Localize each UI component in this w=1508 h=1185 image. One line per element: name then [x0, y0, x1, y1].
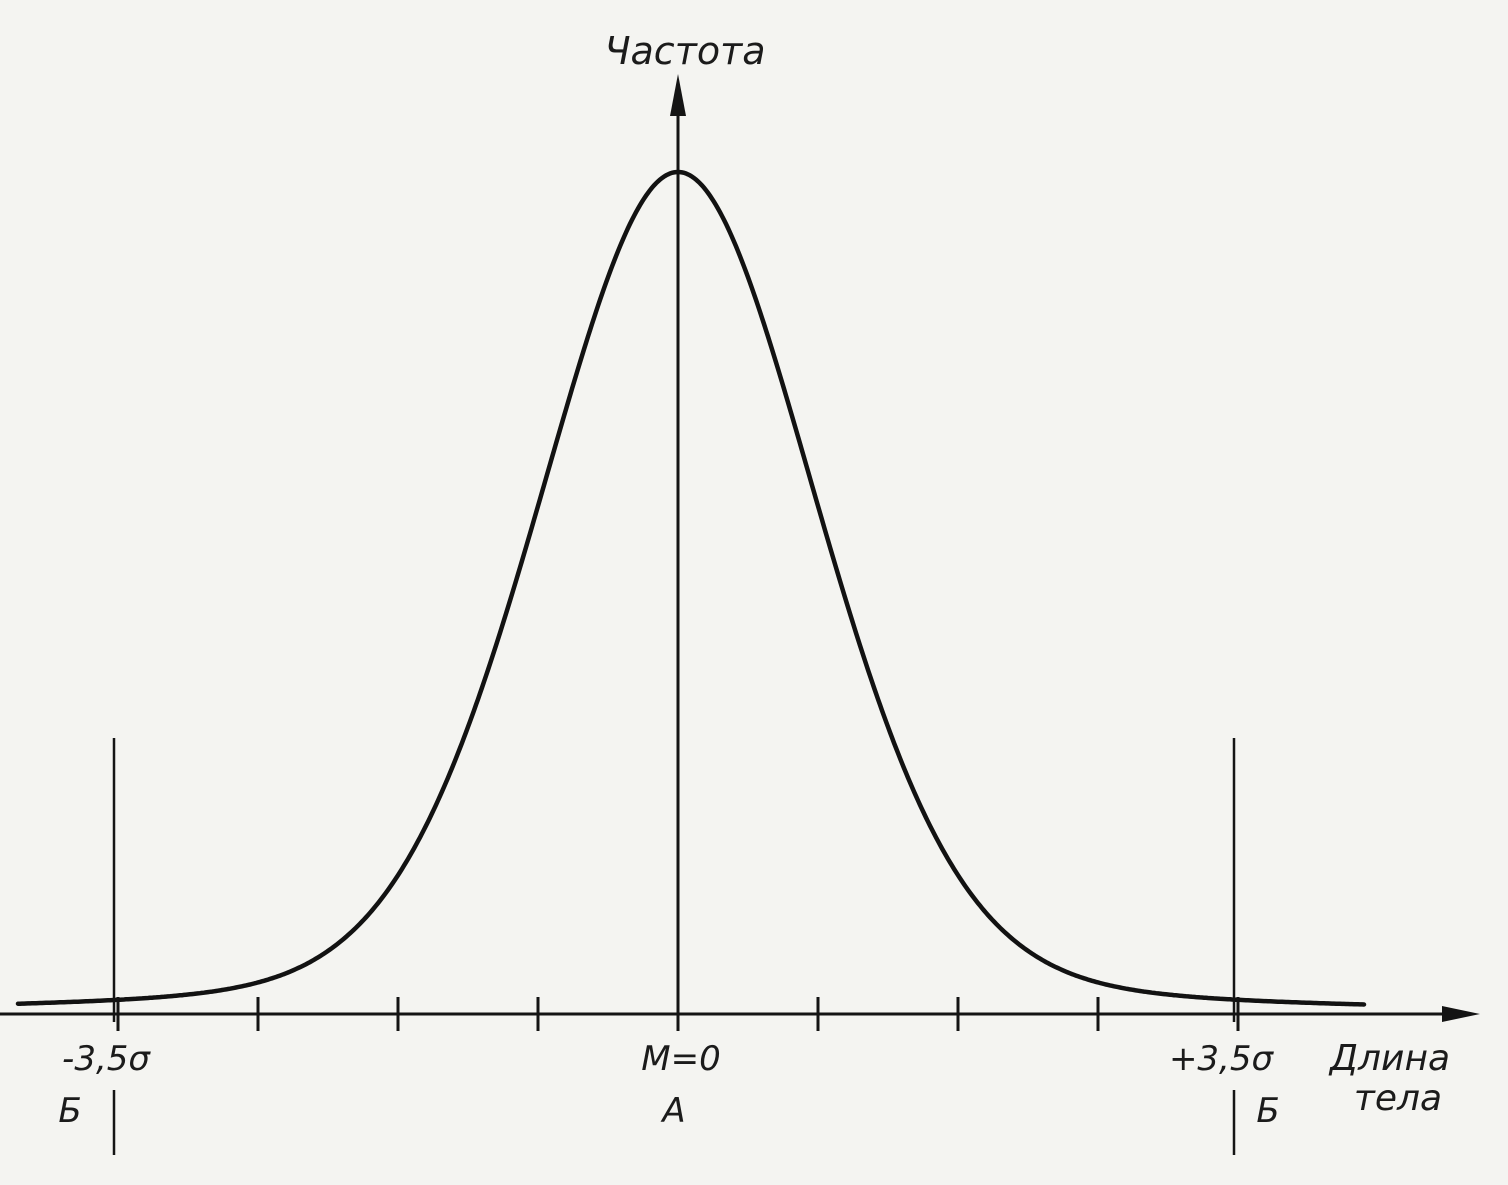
x-tick-label-2: +3,5σ: [1169, 1039, 1275, 1079]
y-axis-arrow-icon: [670, 74, 686, 116]
x-tick-label-0: -3,5σ: [62, 1039, 151, 1079]
y-axis-label: Частота: [604, 29, 765, 73]
x-axis-label-line2: тела: [1354, 1078, 1442, 1119]
marker-label-2: Б: [1256, 1091, 1279, 1131]
marker-label-0: Б: [58, 1091, 81, 1131]
x-tick-label-1: M=0: [641, 1039, 720, 1079]
x-axis-arrow-icon: [1442, 1006, 1480, 1022]
distribution-curve: [15, 169, 1367, 1007]
marker-label-1: А: [660, 1091, 685, 1131]
x-axis-label-line1: Длина: [1328, 1038, 1450, 1079]
